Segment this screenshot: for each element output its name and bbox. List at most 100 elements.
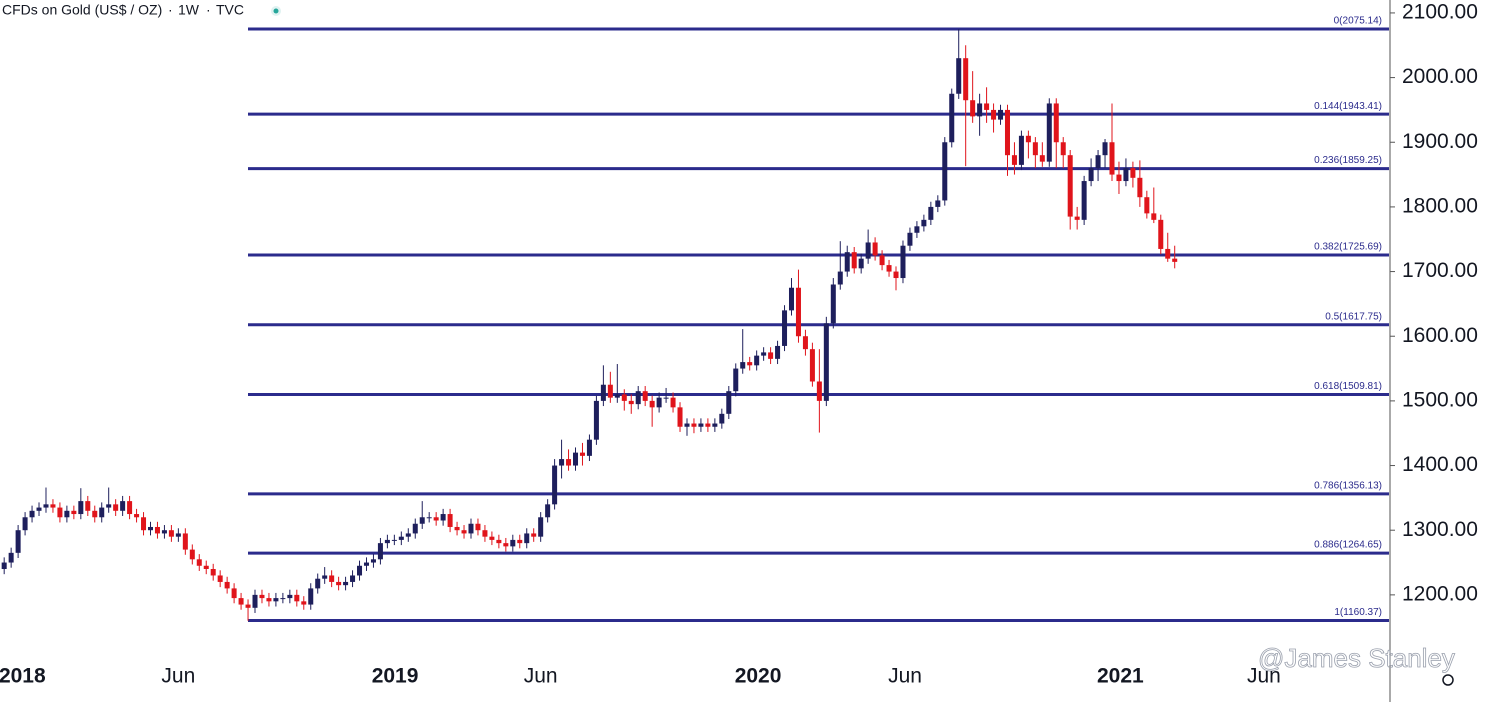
candle-body bbox=[642, 391, 648, 401]
fib-label: 0(2075.14) bbox=[1334, 16, 1382, 27]
candle-body bbox=[154, 526, 160, 534]
fib-label: 0.618(1509.81) bbox=[1314, 381, 1382, 392]
status-dot bbox=[273, 8, 279, 14]
candle-body bbox=[1004, 109, 1010, 156]
candle-body bbox=[524, 533, 530, 544]
candle-body bbox=[628, 400, 634, 405]
candle-body bbox=[991, 109, 997, 120]
y-tick-label: 2000.00 bbox=[1402, 65, 1478, 88]
candle-body bbox=[36, 507, 42, 511]
y-tick-label: 1900.00 bbox=[1402, 130, 1478, 153]
y-tick-label: 1200.00 bbox=[1402, 582, 1478, 605]
x-tick-label: Jun bbox=[888, 665, 922, 688]
gear[interactable] bbox=[1442, 674, 1454, 686]
settings-icon[interactable] bbox=[1442, 674, 1454, 686]
candle-body bbox=[614, 394, 620, 398]
candle-body bbox=[1046, 103, 1052, 162]
candle-body bbox=[496, 539, 502, 544]
candle-body bbox=[1025, 135, 1031, 143]
candle-body bbox=[698, 423, 704, 427]
candle-body bbox=[384, 539, 390, 544]
candle-body bbox=[377, 543, 383, 560]
candle-body bbox=[1088, 168, 1094, 182]
candle-body bbox=[412, 523, 418, 534]
candle-body bbox=[475, 523, 481, 531]
candle-body bbox=[1109, 142, 1115, 175]
x-tick-label: Jun bbox=[1247, 665, 1281, 688]
candle-body bbox=[224, 581, 230, 589]
candle-body bbox=[1053, 103, 1059, 143]
candle-body bbox=[405, 533, 411, 537]
candle-body bbox=[970, 100, 976, 117]
candle-body bbox=[398, 536, 404, 540]
y-tick-label: 1700.00 bbox=[1402, 259, 1478, 282]
candle-body bbox=[1095, 155, 1101, 169]
candle-body bbox=[203, 565, 209, 570]
header: CFDs on Gold (US$ / OZ) · 1W · TVC bbox=[2, 2, 281, 18]
candle-body bbox=[363, 562, 369, 566]
candle-body bbox=[600, 384, 606, 401]
candle-body bbox=[1158, 219, 1164, 249]
candle-body bbox=[921, 219, 927, 227]
candle-body bbox=[935, 200, 941, 207]
candle-body bbox=[273, 598, 279, 602]
symbol-title: CFDs on Gold (US$ / OZ) bbox=[2, 2, 162, 18]
candle-body bbox=[865, 242, 871, 259]
candle-body bbox=[1172, 258, 1178, 262]
candle-body bbox=[134, 514, 140, 518]
candle-body bbox=[99, 507, 105, 518]
candle-body bbox=[1102, 142, 1108, 156]
candle-body bbox=[775, 345, 781, 359]
candle-body bbox=[1144, 197, 1150, 214]
candle-body bbox=[984, 103, 990, 110]
candle-body bbox=[531, 533, 537, 537]
fib-label: 0.236(1859.25) bbox=[1314, 155, 1382, 166]
candle-body bbox=[92, 510, 98, 518]
candle-body bbox=[740, 362, 746, 369]
candle-body bbox=[1018, 135, 1024, 165]
candle-body bbox=[823, 323, 829, 401]
candle-body bbox=[886, 265, 892, 272]
candle-body bbox=[141, 517, 147, 531]
fib-label: 0.886(1264.65) bbox=[1314, 540, 1382, 551]
candle-body bbox=[322, 575, 328, 579]
candle-body bbox=[545, 504, 551, 518]
candle-body bbox=[266, 598, 272, 602]
candle-body bbox=[161, 530, 167, 534]
x-tick-label: Jun bbox=[524, 665, 558, 688]
candle-body bbox=[85, 501, 91, 511]
candle-body bbox=[1074, 216, 1080, 220]
interval: 1W bbox=[178, 2, 200, 18]
source: TVC bbox=[216, 2, 244, 18]
candle-body bbox=[370, 559, 376, 563]
candle-body bbox=[301, 601, 307, 605]
candle-body bbox=[635, 391, 641, 405]
candle-body bbox=[433, 517, 439, 521]
candle-body bbox=[663, 397, 669, 399]
candle-body bbox=[8, 552, 14, 563]
candle-body bbox=[579, 452, 585, 456]
candle-body bbox=[719, 413, 725, 424]
candle-body bbox=[684, 423, 690, 427]
candle-body bbox=[552, 465, 558, 505]
candle-body bbox=[106, 504, 112, 508]
candle-body bbox=[802, 336, 808, 350]
fib-label: 0.382(1725.69) bbox=[1314, 242, 1382, 253]
x-tick-label: 2019 bbox=[372, 665, 419, 688]
candle-body bbox=[1060, 142, 1066, 156]
candle-body bbox=[1032, 142, 1038, 156]
candle-body bbox=[294, 594, 300, 602]
candle-body bbox=[782, 310, 788, 346]
candle-body bbox=[691, 423, 697, 427]
candle-body bbox=[510, 539, 516, 547]
candle-body bbox=[343, 581, 349, 586]
candle-body bbox=[816, 381, 822, 401]
candle-body bbox=[426, 517, 432, 519]
candle-body bbox=[795, 287, 801, 337]
candle-body bbox=[1011, 155, 1017, 165]
candle-body bbox=[196, 559, 202, 566]
plot-area: 0(2075.14) 0.144(1943.41) 0.236(1859.25) 0.… bbox=[1, 16, 1389, 622]
fib-label: 0.5(1617.75) bbox=[1325, 311, 1382, 322]
candle-body bbox=[788, 287, 795, 311]
